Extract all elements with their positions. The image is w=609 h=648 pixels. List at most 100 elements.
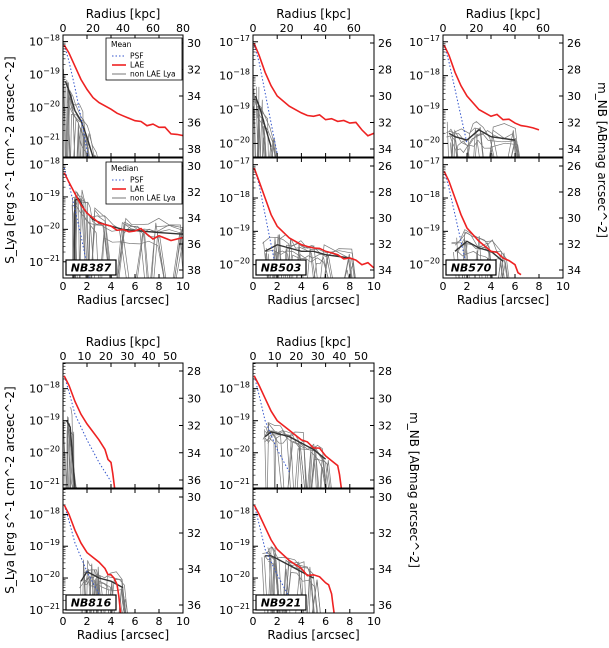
lae-line (253, 43, 374, 137)
mag-tick-label: 34 (187, 212, 201, 225)
y-tick-label: 10−20 (219, 570, 250, 585)
filter-label: NB921 (261, 597, 302, 610)
non-lae-curve (264, 433, 331, 488)
mag-tick-label: 34 (187, 447, 201, 460)
non-lae-average-line (65, 420, 76, 488)
y-tick-label: 10−18 (29, 381, 60, 396)
y-tick-label: 10−21 (219, 602, 250, 617)
y-tick-label: 10−21 (29, 254, 60, 269)
mag-tick-label: 34 (378, 447, 392, 460)
kpc-tick-label: 40 (142, 350, 156, 363)
x-tick-label: 2 (84, 280, 91, 293)
x-tick-label: 0 (250, 615, 257, 628)
kpc-tick-label: 40 (313, 22, 327, 35)
non-lae-average-line (265, 555, 314, 579)
non-lae-curve (267, 234, 355, 278)
mag-tick-label: 34 (567, 143, 581, 156)
x-tick-label: 10 (367, 615, 381, 628)
y-tick-label: 10−20 (219, 445, 250, 460)
lae-line (253, 167, 374, 269)
mag-tick-label: 30 (567, 212, 581, 225)
kpc-tick-label: 10 (77, 350, 91, 363)
psf-line (63, 504, 100, 595)
x-tick-label: 4 (298, 280, 305, 293)
x-tick-label: 10 (176, 615, 190, 628)
top-axis-label: Radius [kpc] (276, 335, 351, 349)
mag-tick-label: 32 (378, 238, 392, 251)
mag-tick-label: 36 (187, 599, 201, 612)
mag-tick-label: 32 (187, 527, 201, 540)
legend-non-lae-label: non LAE Lya (130, 70, 176, 79)
mag-tick-label: 32 (567, 238, 581, 251)
kpc-tick-label: 20 (280, 22, 294, 35)
kpc-tick-label: 60 (347, 22, 361, 35)
x-axis-label: Radius [arcsec] (77, 628, 169, 642)
non-lae-curve (253, 94, 273, 157)
mag-tick-label: 32 (187, 186, 201, 199)
legend-lae-label: LAE (130, 185, 144, 194)
x-tick-label: 6 (322, 615, 329, 628)
lae-line (63, 375, 116, 488)
plot-area (443, 170, 522, 278)
non-lae-curve (74, 189, 183, 278)
x-tick-label: 2 (84, 615, 91, 628)
mag-tick-label: 34 (187, 90, 201, 103)
kpc-tick-label: 30 (120, 350, 134, 363)
mag-tick-label: 34 (187, 563, 201, 576)
mag-tick-label: 28 (567, 64, 581, 77)
x-tick-label: 8 (156, 615, 163, 628)
filter-label-box (65, 594, 117, 611)
mag-tick-label: 26 (378, 160, 392, 173)
kpc-tick-label: 0 (440, 22, 447, 35)
mag-tick-label: 38 (187, 264, 201, 277)
non-lae-curve (446, 135, 519, 157)
y-tick-label: 10−19 (219, 102, 250, 117)
non-lae-curve (66, 430, 70, 488)
mag-tick-label: 32 (187, 420, 201, 433)
lae-line (253, 375, 343, 488)
lae-line (63, 44, 183, 137)
non-lae-curve (449, 133, 518, 157)
filter-label: NB816 (71, 597, 112, 610)
non-lae-curve (266, 234, 352, 278)
x-tick-label: 8 (156, 280, 163, 293)
x-tick-label: 6 (132, 615, 139, 628)
subpanel-mean: 10−17 10−18 10−19 10−20 26 28 30 32 34 (409, 34, 581, 158)
plot-area (63, 167, 183, 278)
x-tick-label: 8 (346, 615, 353, 628)
x-tick-label: 10 (556, 280, 570, 293)
y-tick-label: 10−17 (409, 157, 440, 172)
psf-line (63, 44, 89, 157)
mag-tick-label: 30 (378, 212, 392, 225)
mag-tick-label: 28 (378, 365, 392, 378)
filter-label-box (255, 259, 307, 276)
y-tick-label: 10−18 (219, 506, 250, 521)
x-axis-label: Radius [arcsec] (457, 293, 549, 307)
y-tick-label: 10−19 (29, 67, 60, 82)
x-tick-label: 10 (367, 280, 381, 293)
x-tick-label: 0 (250, 280, 257, 293)
legend-box (105, 161, 183, 205)
non-lae-average-line (254, 95, 272, 147)
non-lae-curve (451, 232, 508, 278)
x-tick-label: 6 (322, 280, 329, 293)
y-tick-label: 10−21 (29, 602, 60, 617)
non-lae-curve (267, 432, 326, 488)
y-tick-label: 10−19 (219, 413, 250, 428)
non-lae-average-line (264, 243, 350, 259)
mag-tick-label: 28 (187, 365, 201, 378)
lae-line (253, 504, 335, 613)
non-lae-curve (83, 576, 128, 613)
y-tick-label: 10−20 (219, 135, 250, 150)
x-tick-label: 6 (512, 280, 519, 293)
y-tick-label: 10−20 (29, 100, 60, 115)
y-tick-label: 10−19 (219, 538, 250, 553)
left-axis-label: S_Lya [erg s^-1 cm^-2 arcsec^-2] (3, 56, 17, 263)
non-lae-average-line (448, 129, 516, 141)
mag-tick-label: 28 (567, 186, 581, 199)
kpc-tick-label: 0 (60, 22, 67, 35)
legend-psf-label: PSF (130, 52, 144, 61)
